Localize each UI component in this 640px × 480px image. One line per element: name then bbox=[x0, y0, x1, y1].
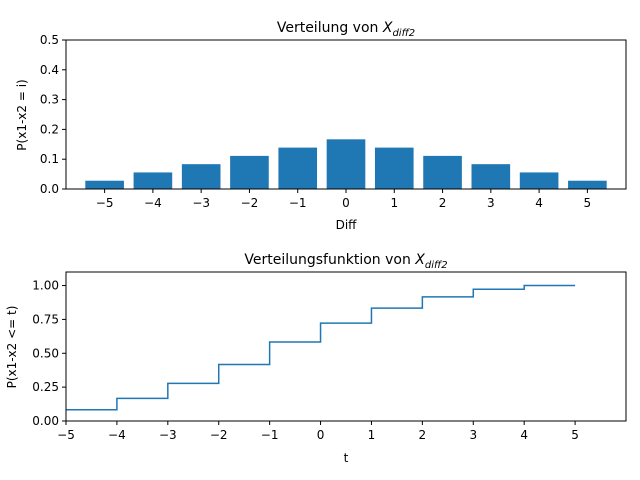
bar-chart-title-sub: diff2 bbox=[392, 28, 415, 39]
step-chart-axes-frame bbox=[65, 271, 627, 422]
x-tick-label: −4 bbox=[144, 196, 162, 210]
step-chart-x-axis-label: t bbox=[344, 451, 349, 465]
bar-chart: Verteilung von Xdiff2 0.0 0.1 0.2 0.3 0.4 0.5… bbox=[15, 20, 627, 232]
step-chart-y-axis-label: P(x1-x2 <= t) bbox=[5, 306, 19, 389]
bar bbox=[85, 180, 124, 189]
bar-series bbox=[85, 139, 607, 189]
x-tick-label: −1 bbox=[289, 196, 307, 210]
x-tick-label: −5 bbox=[96, 196, 114, 210]
y-tick-label: 0.1 bbox=[40, 152, 59, 166]
x-tick-label: −1 bbox=[261, 428, 279, 442]
bar bbox=[423, 155, 462, 189]
bar bbox=[230, 155, 269, 189]
step-chart-y-ticks: 0.00 0.25 0.50 0.75 1.00 bbox=[32, 279, 66, 428]
x-tick-label: 4 bbox=[535, 196, 543, 210]
y-tick-label: 0.4 bbox=[40, 63, 59, 77]
bar-chart-title-prefix: Verteilung von bbox=[277, 20, 383, 36]
y-tick-label: 0.0 bbox=[40, 182, 59, 196]
bar bbox=[374, 147, 414, 189]
step-chart: Verteilungsfunktion von Xdiff2 0.000.250… bbox=[5, 252, 627, 465]
x-tick-label: −4 bbox=[108, 428, 126, 442]
x-tick-label: 1 bbox=[390, 196, 398, 210]
bar-chart-y-ticks: 0.0 0.1 0.2 0.3 0.4 0.5 bbox=[40, 33, 66, 196]
x-tick-label: 0 bbox=[317, 428, 325, 442]
x-tick-label: 3 bbox=[469, 428, 477, 442]
x-tick-label: 5 bbox=[584, 196, 592, 210]
x-tick-label: −2 bbox=[241, 196, 259, 210]
x-tick-label: 2 bbox=[419, 428, 427, 442]
bar-chart-title: Verteilung von Xdiff2 bbox=[277, 20, 415, 39]
bar-chart-axes-frame bbox=[65, 39, 627, 190]
bar bbox=[568, 180, 607, 189]
bar-chart-x-ticks: −5 −4 −3 −2 −1 0 1 2 3 4 5 bbox=[96, 189, 591, 210]
y-tick-label: 0.2 bbox=[40, 122, 59, 136]
step-chart-title-var: X bbox=[414, 252, 425, 268]
x-tick-label: 3 bbox=[487, 196, 495, 210]
bar bbox=[471, 164, 511, 189]
x-tick-label: 1 bbox=[368, 428, 376, 442]
step-series-line bbox=[66, 284, 576, 411]
y-tick-label: 0.25 bbox=[32, 380, 59, 394]
bar bbox=[326, 139, 366, 189]
x-tick-label: −3 bbox=[192, 196, 210, 210]
x-tick-label: −3 bbox=[159, 428, 177, 442]
step-chart-title-prefix: Verteilungsfunktion von bbox=[244, 252, 415, 268]
step-chart-title: Verteilungsfunktion von Xdiff2 bbox=[244, 252, 447, 271]
x-tick-label: 5 bbox=[571, 428, 579, 442]
bar bbox=[181, 164, 221, 189]
bar bbox=[133, 172, 173, 189]
y-tick-label: 1.00 bbox=[32, 279, 59, 293]
bar-chart-x-axis-label: Diff bbox=[336, 218, 358, 232]
step-chart-title-sub: diff2 bbox=[425, 260, 448, 271]
y-tick-label: 0.75 bbox=[32, 312, 59, 326]
y-tick-label: 0.3 bbox=[40, 93, 59, 107]
y-tick-label: 0.00 bbox=[32, 414, 59, 428]
y-tick-label: 0.50 bbox=[32, 346, 59, 360]
bar bbox=[519, 172, 559, 189]
x-tick-label: −5 bbox=[57, 428, 75, 442]
y-tick-label: 0.5 bbox=[40, 33, 59, 47]
x-tick-label: 4 bbox=[520, 428, 528, 442]
x-tick-label: 0 bbox=[342, 196, 350, 210]
x-tick-label: 2 bbox=[439, 196, 447, 210]
x-tick-label: −2 bbox=[210, 428, 228, 442]
step-chart-x-ticks: −5 −4 −3 −2 −1 0 1 2 3 4 5 bbox=[57, 421, 579, 442]
bar-chart-y-axis-label: P(x1-x2 = i) bbox=[15, 79, 29, 150]
bar bbox=[278, 147, 318, 189]
bar-chart-title-var: X bbox=[382, 20, 393, 36]
